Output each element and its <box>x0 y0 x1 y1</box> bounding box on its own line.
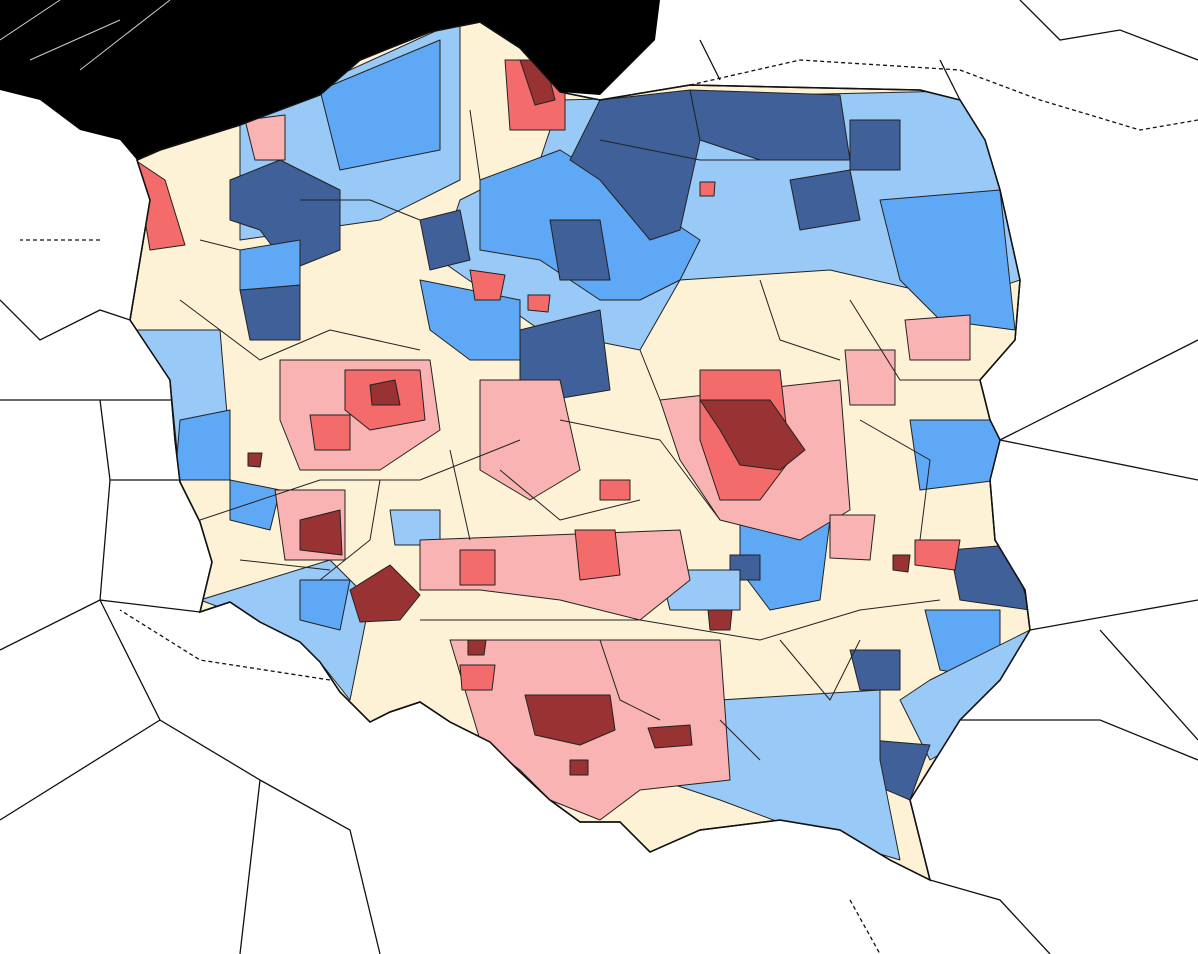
region <box>789 169 861 231</box>
region <box>527 294 551 313</box>
sea <box>0 0 660 160</box>
region <box>299 509 343 556</box>
region <box>549 219 611 281</box>
region <box>599 479 631 501</box>
border-line <box>20 59 1198 954</box>
region <box>319 39 441 171</box>
region <box>914 539 961 571</box>
region <box>469 269 506 301</box>
region <box>174 409 231 481</box>
region <box>707 609 733 631</box>
region <box>519 309 611 401</box>
region <box>459 664 496 691</box>
region <box>239 284 301 341</box>
region <box>239 239 301 291</box>
region <box>849 119 901 171</box>
region <box>459 549 496 586</box>
region <box>419 209 471 271</box>
region <box>299 579 351 631</box>
region <box>229 159 341 271</box>
region <box>647 724 693 749</box>
region <box>349 564 421 623</box>
region <box>844 349 896 406</box>
region <box>569 759 589 776</box>
region <box>892 554 911 573</box>
region <box>247 452 263 468</box>
region <box>829 514 876 561</box>
region <box>904 314 971 361</box>
region <box>467 639 487 656</box>
region <box>849 649 901 691</box>
region <box>699 181 716 197</box>
region <box>524 694 616 746</box>
region <box>369 379 401 406</box>
region <box>479 379 581 501</box>
regions <box>130 22 1030 861</box>
region <box>909 419 1001 491</box>
region <box>879 189 1016 331</box>
region <box>244 114 286 161</box>
region <box>229 479 281 531</box>
rail-line <box>0 0 171 71</box>
region <box>574 529 621 581</box>
region <box>699 399 806 471</box>
region <box>689 89 851 161</box>
region <box>309 414 351 451</box>
